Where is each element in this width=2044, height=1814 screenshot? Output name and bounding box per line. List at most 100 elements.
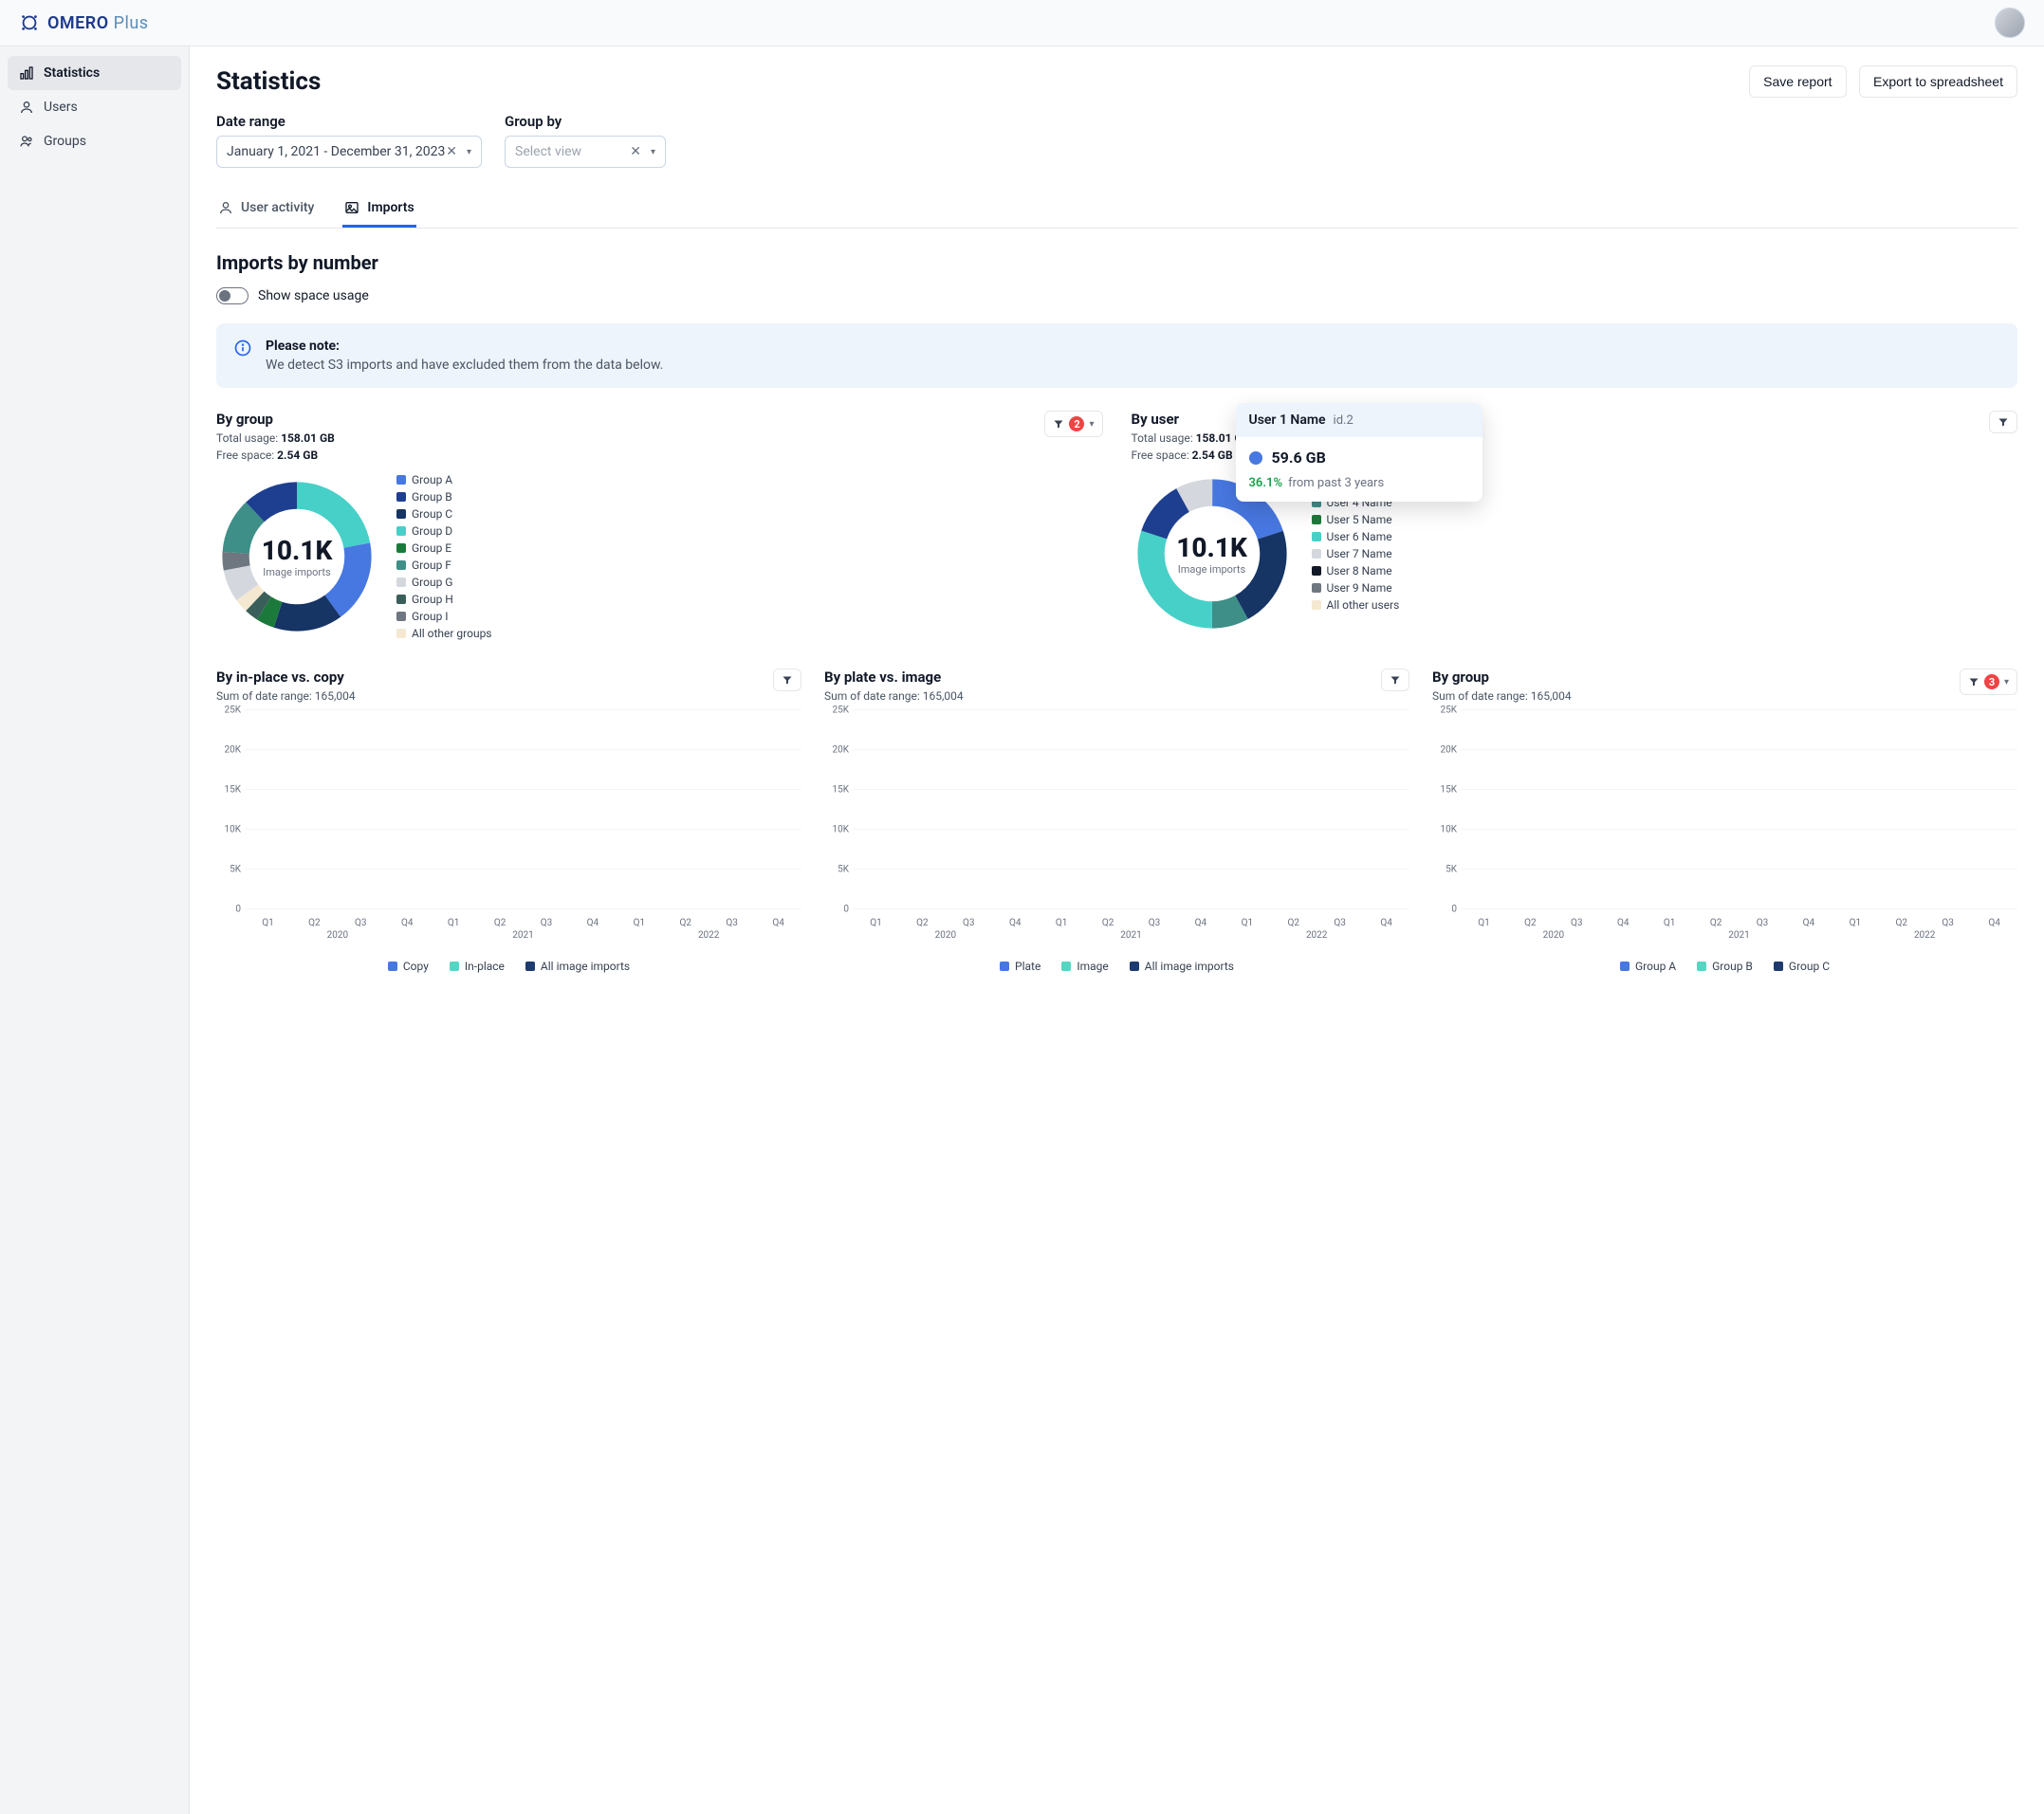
legend-group: Group A Group B Group C Group D Group E Group… <box>396 473 492 640</box>
filter-button[interactable]: 3▾ <box>1960 669 2017 695</box>
donut-center-value: 10.1K <box>1176 532 1247 563</box>
avatar[interactable] <box>1995 8 2025 38</box>
legend-item[interactable]: All other groups <box>396 627 492 640</box>
legend-item[interactable]: Group B <box>396 490 492 504</box>
legend-item[interactable]: Group A <box>396 473 492 486</box>
legend-item[interactable]: Copy <box>388 960 429 973</box>
legend-item[interactable]: Image <box>1061 960 1108 973</box>
chevron-down-icon: ▾ <box>467 147 471 157</box>
bar-chart: 05K10K15K20K25KQ1Q2Q3Q4Q1Q2Q3Q4Q1Q2Q3Q4 <box>216 710 801 928</box>
bar-panel: By groupSum of date range: 165,004 3▾ 05K1… <box>1432 669 2017 973</box>
show-space-usage-toggle[interactable] <box>216 287 249 304</box>
swatch <box>1000 962 1009 971</box>
swatch <box>1312 532 1321 541</box>
sidebar-item-label: Groups <box>44 134 86 149</box>
swatch <box>1312 515 1321 524</box>
swatch <box>1312 600 1321 610</box>
page-title: Statistics <box>216 67 321 96</box>
panel-title: By group <box>1432 669 1572 686</box>
legend-item[interactable]: All image imports <box>1130 960 1234 973</box>
tab-user-activity[interactable]: User activity <box>216 191 316 228</box>
panel-sub: Total usage: 158.01 GB Free space: 2.54 … <box>1132 430 1250 464</box>
clear-icon[interactable]: ✕ <box>630 144 641 159</box>
legend-label: Group G <box>412 576 452 589</box>
legend-item[interactable]: In-place <box>450 960 505 973</box>
legend-item[interactable]: All image imports <box>525 960 630 973</box>
tooltip-id: id.2 <box>1334 413 1353 428</box>
filter-icon <box>1053 418 1064 430</box>
sidebar-item-groups[interactable]: Groups <box>8 124 181 158</box>
swatch <box>1061 962 1071 971</box>
legend-item[interactable]: Plate <box>1000 960 1040 973</box>
filter-button[interactable] <box>1989 411 2017 433</box>
user-icon <box>218 200 233 215</box>
filter-count-badge: 2 <box>1069 416 1084 431</box>
legend-item[interactable]: Group A <box>1620 960 1676 973</box>
legend-item[interactable]: User 9 Name <box>1312 581 1400 595</box>
swatch <box>450 962 459 971</box>
clear-icon[interactable]: ✕ <box>446 144 457 159</box>
bar-panel: By plate vs. imageSum of date range: 165… <box>824 669 1409 973</box>
filter-button[interactable]: 2 ▾ <box>1044 411 1102 437</box>
filter-button[interactable] <box>1381 669 1409 691</box>
legend-item[interactable]: Group I <box>396 610 492 623</box>
chevron-down-icon: ▾ <box>2004 677 2009 687</box>
legend-item[interactable]: Group C <box>1774 960 1830 973</box>
info-icon <box>233 339 252 357</box>
swatch <box>396 629 406 638</box>
panel-title: By user <box>1132 411 1250 428</box>
legend-item[interactable]: User 8 Name <box>1312 564 1400 577</box>
legend-label: In-place <box>465 960 505 973</box>
by-group-panel: By group Total usage: 158.01 GB Free spa… <box>216 411 1103 640</box>
legend-item[interactable]: Group E <box>396 541 492 555</box>
filter-icon <box>1998 416 2009 428</box>
legend-label: Group C <box>1789 960 1830 973</box>
swatch <box>396 475 406 485</box>
toggle-label: Show space usage <box>258 288 369 303</box>
swatch <box>396 509 406 519</box>
panel-title: By group <box>216 411 335 428</box>
sidebar-item-users[interactable]: Users <box>8 90 181 124</box>
sidebar: Statistics Users Groups <box>0 46 190 1814</box>
legend-item[interactable]: Group G <box>396 576 492 589</box>
legend-item[interactable]: Group H <box>396 593 492 606</box>
bar-chart: 05K10K15K20K25KQ1Q2Q3Q4Q1Q2Q3Q4Q1Q2Q3Q4 <box>1432 710 2017 928</box>
save-report-button[interactable]: Save report <box>1749 65 1846 98</box>
info-title: Please note: <box>266 339 663 354</box>
legend-label: User 8 Name <box>1327 564 1392 577</box>
swatch <box>1697 962 1706 971</box>
group-by-select[interactable]: Select view ✕▾ <box>505 136 666 168</box>
legend-item[interactable]: All other users <box>1312 598 1400 612</box>
tab-imports[interactable]: Imports <box>342 191 415 228</box>
panel-title: By in-place vs. copy <box>216 669 356 686</box>
legend-label: User 9 Name <box>1327 581 1392 595</box>
tooltip-name: User 1 Name <box>1249 412 1326 428</box>
legend-item[interactable]: User 6 Name <box>1312 530 1400 543</box>
user-icon <box>19 100 34 115</box>
sidebar-item-statistics[interactable]: Statistics <box>8 56 181 90</box>
swatch <box>1620 962 1630 971</box>
logo[interactable]: OMERO Plus <box>19 12 149 33</box>
bar-legend: Copy In-place All image imports <box>216 960 801 973</box>
legend-item[interactable]: Group C <box>396 507 492 521</box>
legend-item[interactable]: Group F <box>396 559 492 572</box>
legend-item[interactable]: User 5 Name <box>1312 513 1400 526</box>
filter-icon <box>782 674 793 686</box>
tooltip-value: 59.6 GB <box>1272 449 1326 467</box>
swatch <box>396 577 406 587</box>
group-by-label: Group by <box>505 113 666 130</box>
legend-label: All other groups <box>412 627 492 640</box>
panel-sub: Sum of date range: 165,004 <box>1432 687 1572 705</box>
date-range-select[interactable]: January 1, 2021 - December 31, 2023 ✕▾ <box>216 136 482 168</box>
filter-button[interactable] <box>773 669 801 691</box>
legend-item[interactable]: Group B <box>1697 960 1753 973</box>
tab-label: Imports <box>367 200 414 215</box>
donut-center-label: Image imports <box>1178 563 1245 576</box>
image-icon <box>344 200 359 215</box>
export-button[interactable]: Export to spreadsheet <box>1859 65 2017 98</box>
legend-item[interactable]: Group D <box>396 524 492 538</box>
users-icon <box>19 134 34 149</box>
topbar: OMERO Plus <box>0 0 2044 46</box>
donut-center-value: 10.1K <box>262 535 333 566</box>
legend-item[interactable]: User 7 Name <box>1312 547 1400 560</box>
